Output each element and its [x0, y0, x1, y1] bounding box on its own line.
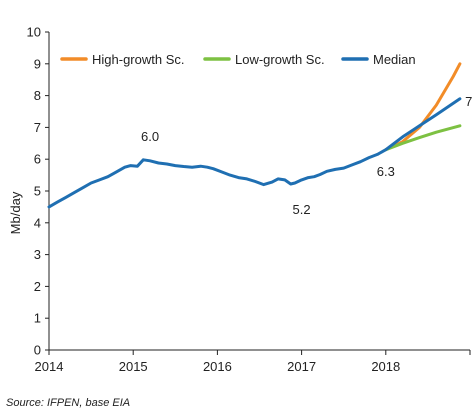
legend-label: Median — [373, 52, 416, 67]
data-annotation: 5.2 — [293, 202, 311, 217]
legend: High-growth Sc. Low-growth Sc. Median — [60, 52, 416, 67]
series-line — [384, 124, 462, 152]
y-axis-title: Mb/day — [8, 191, 23, 234]
annotations: 6.0 5.2 6.3 7.8 — [141, 94, 473, 217]
series-group — [47, 62, 462, 209]
y-tick-label: 0 — [34, 343, 41, 358]
y-tick-label: 10 — [27, 25, 41, 40]
y-tick-label: 5 — [34, 184, 41, 199]
x-tick-label: 2016 — [203, 359, 232, 374]
legend-label: High-growth Sc. — [92, 52, 184, 67]
data-annotation: 6.3 — [377, 164, 395, 179]
y-tick-label: 7 — [34, 120, 41, 135]
data-annotation: 7.8 — [465, 94, 473, 109]
source-note: Source: IFPEN, base EIA — [6, 397, 130, 409]
x-tick-label: 2015 — [119, 359, 148, 374]
y-tick-label: 8 — [34, 88, 41, 103]
y-tick-label: 1 — [34, 311, 41, 326]
x-tick-label: 2014 — [35, 359, 64, 374]
data-annotation: 6.0 — [141, 129, 159, 144]
y-tick-label: 6 — [34, 152, 41, 167]
y-tick-label: 4 — [34, 215, 41, 230]
x-tick-label: 2017 — [287, 359, 316, 374]
y-tick-label: 2 — [34, 279, 41, 294]
series-line — [47, 97, 462, 209]
y-axis: 0 1 2 3 4 5 6 7 8 9 10 — [27, 25, 49, 358]
x-axis: 2014 2015 2016 2017 2018 — [35, 350, 471, 374]
y-tick-label: 9 — [34, 56, 41, 71]
y-tick-label: 3 — [34, 247, 41, 262]
x-tick-label: 2018 — [371, 359, 400, 374]
legend-label: Low-growth Sc. — [235, 52, 325, 67]
